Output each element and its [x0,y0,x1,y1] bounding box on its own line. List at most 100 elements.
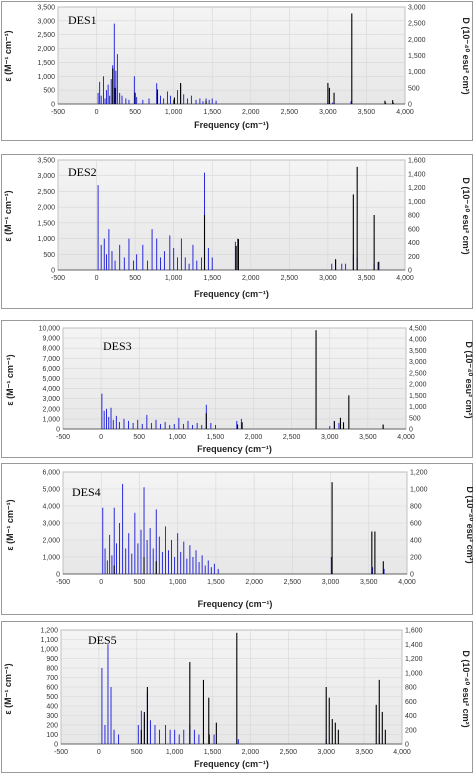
y2-tick-label: 1,000 [408,69,426,76]
y2-tick-label: 500 [408,85,420,92]
y-tick-label: 3,500 [37,158,55,165]
spectrum-panel-des2: -500 0 500 1,000 1,500 2,000 2,500 3,000 3,500 4,… [1,154,473,309]
y-tick-label: 700 [46,675,58,682]
y2-tick-label: 2,500 [409,370,427,377]
x-tick-label: 500 [129,109,141,116]
x-tick-label: 4,000 [396,109,414,116]
y-tick-label: 300 [46,713,58,720]
x-tick-label: 0 [95,109,99,116]
y-tick-label: 0 [56,572,60,579]
y-tick-label: 0 [51,268,55,275]
x-tick-label: 2,000 [242,275,260,282]
y-axis-title: ε (M⁻¹ cm⁻¹) [3,190,13,241]
x-tick-label: 2,500 [280,749,298,756]
y-tick-label: 8,000 [42,346,60,353]
y2-tick-label: 200 [405,727,417,734]
x-tick-label: 4,000 [393,749,411,756]
y-tick-label: 200 [46,723,58,730]
y2-tick-label: 600 [408,226,420,233]
x-axis-title: Frequency (cm⁻¹) [197,444,272,454]
x-tick-label: 3,000 [321,434,339,441]
y-tick-label: 3,000 [42,521,60,528]
y2-tick-label: 1,000 [410,487,428,494]
y2-tick-label: 600 [405,699,417,706]
x-tick-label: 3,500 [355,749,373,756]
y-tick-label: 1,500 [37,60,55,67]
y-tick-label: 1,500 [37,220,55,227]
x-tick-label: 2,000 [242,749,260,756]
x-tick-label: 3,500 [358,109,376,116]
y2-tick-label: 3,000 [409,359,427,366]
y2-tick-label: 800 [410,504,422,511]
y-tick-label: 2,000 [37,46,55,53]
y2-tick-label: 0 [405,742,409,749]
x-tick-label: 1,500 [203,275,221,282]
plot-area [57,159,406,271]
y-tick-label: 1,000 [42,555,60,562]
y-tick-label: 7,000 [42,356,60,363]
y2-tick-label: 800 [408,213,420,220]
x-tick-label: 2,500 [281,109,299,116]
x-tick-label: 2,000 [242,109,260,116]
x-tick-label: 2,000 [245,434,263,441]
y2-axis-title: D (10⁻⁴⁰ esu² cm²) [461,17,471,94]
y2-tick-label: 1,000 [405,670,423,677]
y-tick-label: 3,000 [42,396,60,403]
y-tick-label: 0 [56,427,60,434]
x-tick-label: 0 [95,275,99,282]
y2-tick-label: 1,600 [405,628,423,635]
y2-tick-label: 4,000 [409,337,427,344]
x-tick-label: 0 [99,579,103,586]
x-tick-label: 3,000 [319,109,337,116]
y2-tick-label: 1,600 [408,158,426,165]
y2-tick-label: 800 [405,685,417,692]
y-tick-label: 6,000 [42,366,60,373]
x-tick-label: 3,000 [319,275,337,282]
x-tick-label: 3,500 [360,579,378,586]
panel-label: DES1 [68,13,97,27]
y2-axis-title: D (10⁻⁴⁰ esu² cm²) [461,650,471,727]
y2-tick-label: 0 [410,572,414,579]
y2-tick-label: 3,500 [409,348,427,355]
y2-tick-label: 400 [410,538,422,545]
y-tick-label: 1,000 [42,416,60,423]
x-tick-label: 4,000 [398,579,416,586]
x-tick-label: 1,500 [207,579,225,586]
y-axis-title: ε (M⁻¹ cm⁻¹) [3,663,13,714]
y2-tick-label: 1,000 [409,404,427,411]
y2-tick-label: 200 [410,555,422,562]
x-tick-label: 2,500 [284,579,302,586]
y-tick-label: 900 [46,656,58,663]
y-tick-label: 1,000 [37,74,55,81]
x-tick-label: 1,500 [207,434,225,441]
spectrum-chart-des2: -500 0 500 1,000 1,500 2,000 2,500 3,000 3,500 4,… [3,158,471,300]
x-tick-label: 2,000 [245,579,263,586]
y-tick-label: 1,100 [40,637,58,644]
y2-axis-title: D (10⁻⁴⁰ esu² cm²) [465,486,473,563]
x-tick-label: 3,000 [317,749,335,756]
panel-label: DES3 [103,339,132,353]
y2-tick-label: 1,500 [408,53,426,60]
x-tick-label: -500 [54,749,68,756]
y2-tick-label: 1,400 [405,642,423,649]
x-tick-label: 500 [133,434,145,441]
y-tick-label: 400 [46,704,58,711]
y-axis-title: ε (M⁻¹ cm⁻¹) [5,354,15,405]
x-tick-label: 1,500 [203,109,221,116]
y2-tick-label: 1,500 [409,393,427,400]
y2-tick-label: 600 [410,521,422,528]
panel-label: DES5 [88,633,117,647]
x-tick-label: 2,500 [281,275,299,282]
x-tick-label: 0 [99,434,103,441]
x-tick-label: 500 [134,579,146,586]
x-axis-title: Frequency (cm⁻¹) [194,759,269,769]
x-tick-label: 1,500 [204,749,222,756]
y2-tick-label: 0 [408,268,412,275]
y-tick-label: 3,000 [37,18,55,25]
y-tick-label: 0 [51,102,55,109]
y-tick-label: 1,200 [40,628,58,635]
y2-tick-label: 1,200 [410,470,428,477]
spectrum-chart-des1: -500 0 500 1,000 1,500 2,000 2,500 3,000 3,500 4,… [3,5,471,131]
x-tick-label: 0 [97,749,101,756]
x-tick-label: 1,000 [165,109,183,116]
